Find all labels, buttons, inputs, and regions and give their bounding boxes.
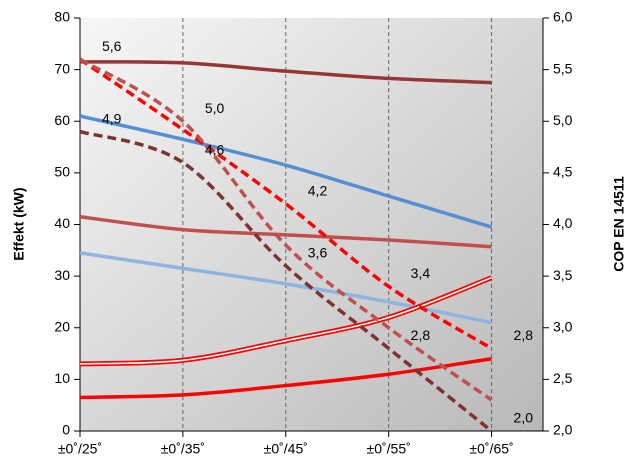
series-line-inner	[79, 276, 492, 365]
y2-tick-label: 3,5	[553, 267, 573, 283]
y2-axis-title: COP EN 14511	[611, 176, 627, 272]
series-line	[79, 60, 492, 85]
series-line	[79, 57, 493, 402]
y-axis-title: Effekt (kW)	[11, 187, 27, 260]
y2-tick-label: 5,0	[553, 112, 573, 128]
data-label: 3,6	[308, 245, 328, 261]
data-label: 4,9	[102, 110, 122, 126]
y2-tick-label: 4,0	[553, 215, 573, 231]
y-tick-label: 0	[62, 422, 70, 438]
x-tick-label: ±0˚/45˚	[264, 441, 308, 457]
y2-tick-label: 2,0	[553, 422, 573, 438]
y-tick-label: 50	[54, 164, 70, 180]
x-tick-label: ±0˚/55˚	[367, 441, 411, 457]
x-tick-label: ±0˚/25˚	[58, 441, 102, 457]
data-label: 2,8	[411, 327, 431, 343]
series-line	[79, 129, 493, 433]
data-label: 5,6	[102, 38, 122, 54]
y-tick-label: 60	[54, 112, 70, 128]
y2-tick-label: 6,0	[553, 9, 573, 25]
y-tick-label: 30	[54, 267, 70, 283]
x-tick-label: ±0˚/65˚	[469, 441, 513, 457]
y-tick-label: 10	[54, 370, 70, 386]
series-line	[79, 356, 492, 400]
y-tick-label: 20	[54, 318, 70, 334]
x-tick-label: ±0˚/35˚	[161, 441, 205, 457]
series-line	[79, 114, 493, 229]
y-tick-label: 70	[54, 60, 70, 76]
y2-tick-label: 2,5	[553, 370, 573, 386]
data-label: 4,2	[308, 183, 328, 199]
data-label: 5,0	[205, 100, 225, 116]
y2-tick-label: 3,0	[553, 318, 573, 334]
data-label: 2,0	[514, 410, 534, 426]
y-tick-label: 40	[54, 215, 70, 231]
data-label: 3,4	[411, 265, 431, 281]
data-label: 4,6	[205, 141, 225, 157]
y2-tick-label: 4,5	[553, 164, 573, 180]
series-line	[79, 215, 492, 249]
data-label: 2,8	[514, 327, 534, 343]
y2-tick-label: 5,5	[553, 60, 573, 76]
y-tick-label: 80	[54, 9, 70, 25]
